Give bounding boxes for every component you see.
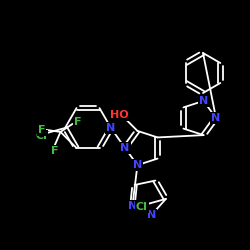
Text: N: N (212, 113, 221, 123)
Text: N: N (147, 210, 156, 220)
Text: F: F (51, 146, 58, 156)
Text: Cl: Cl (136, 202, 148, 212)
Text: N: N (199, 96, 208, 106)
Text: N: N (128, 201, 137, 211)
Text: F: F (74, 117, 81, 127)
Text: F: F (38, 125, 45, 135)
Text: Cl: Cl (35, 131, 47, 141)
Text: HO: HO (110, 110, 129, 120)
Text: N: N (106, 123, 116, 133)
Text: N: N (120, 143, 130, 153)
Text: N: N (133, 160, 142, 170)
